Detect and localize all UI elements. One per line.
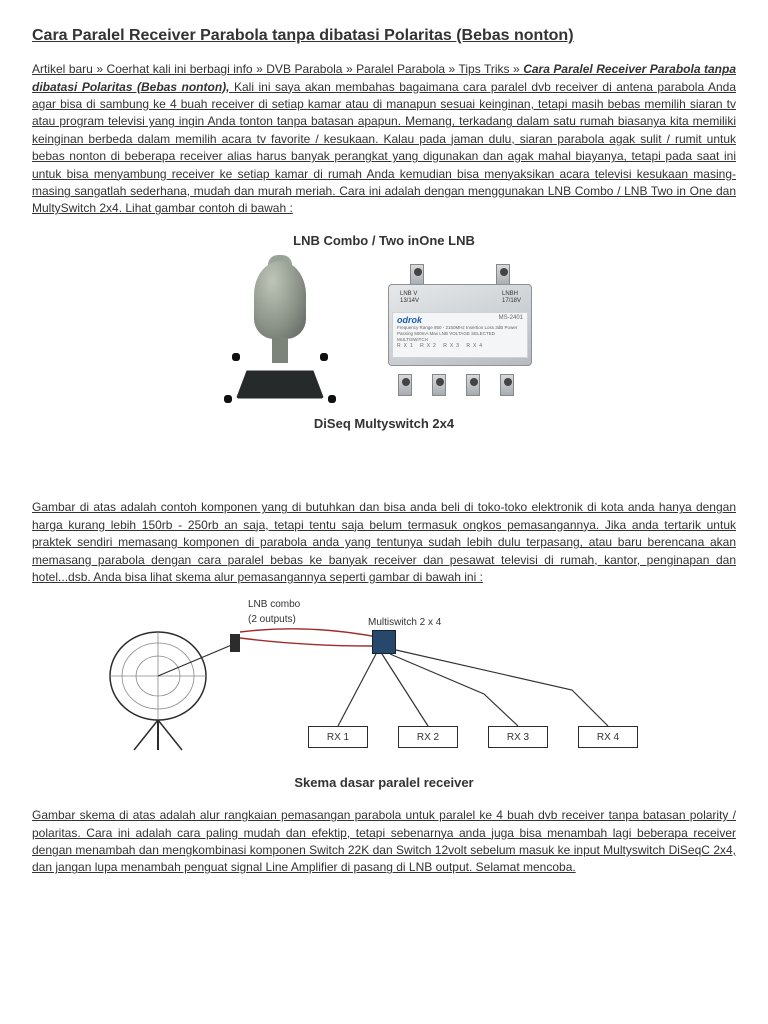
paragraph-2: Gambar di atas adalah contoh komponen ya… — [32, 499, 736, 586]
caption-multiswitch: DiSeq Multyswitch 2x4 — [32, 415, 736, 434]
rx-box-4: RX 4 — [578, 726, 638, 748]
rx-box-2: RX 2 — [398, 726, 458, 748]
page-title: Cara Paralel Receiver Parabola tanpa dib… — [32, 24, 736, 47]
caption-diagram: Skema dasar paralel receiver — [32, 774, 736, 793]
figure-components: LNB Combo / Two inOne LNB LNB V 13/14V L… — [32, 232, 736, 434]
lnb-image — [218, 255, 338, 405]
paragraph-1: Artikel baru » Coerhat kali ini berbagi … — [32, 61, 736, 218]
para1-body: Kali ini saya akan membahas bagaimana ca… — [32, 80, 736, 216]
breadcrumb: Artikel baru » Coerhat kali ini berbagi … — [32, 62, 523, 76]
rx-box-3: RX 3 — [488, 726, 548, 748]
wiring-diagram: LNB combo (2 outputs) Multiswitch 2 x 4 … — [104, 598, 664, 768]
rx-box-1: RX 1 — [308, 726, 368, 748]
multiswitch-image: LNB V 13/14V LNBH 17/18V odrok MS-2401 F… — [370, 260, 550, 400]
caption-lnb: LNB Combo / Two inOne LNB — [32, 232, 736, 251]
paragraph-3: Gambar skema di atas adalah alur rangkai… — [32, 807, 736, 877]
